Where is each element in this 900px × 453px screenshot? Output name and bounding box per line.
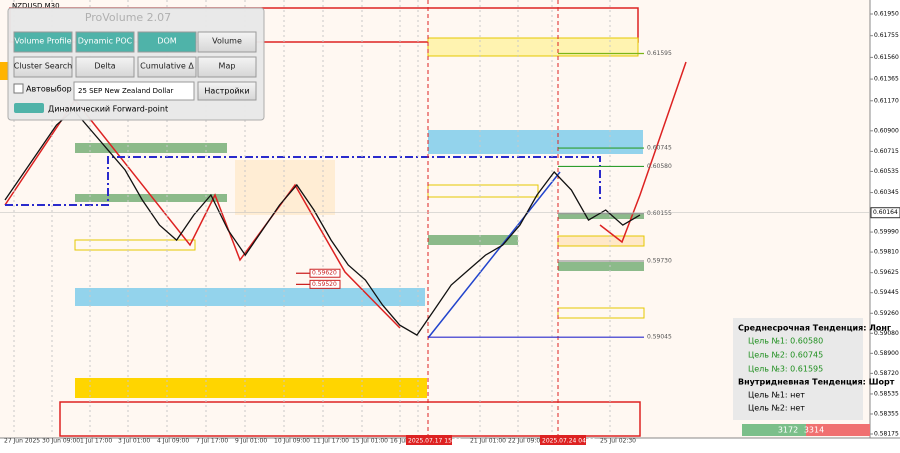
x-tick-label: 1 Jul 17:00 [80, 438, 112, 445]
level-label: 0.59045 [647, 334, 672, 341]
y-tick-label: 0.59445 [874, 289, 899, 296]
medium-trend: Среднесрочная Тенденция: Лонг [738, 324, 891, 333]
toggle[interactable] [14, 103, 44, 113]
x-tick-label: 2025.07.17 15:30 [408, 438, 462, 445]
panel-button-label[interactable]: Delta [94, 62, 115, 71]
panel-button[interactable] [197, 31, 257, 53]
panel-button[interactable] [75, 31, 135, 53]
panel-button-label[interactable]: Cumulative Δ [140, 62, 194, 71]
instrument[interactable]: 25 SEP New Zealand Dollar [78, 87, 174, 95]
settings-button[interactable] [197, 81, 257, 101]
x-label-highlight [540, 435, 586, 445]
panel-button[interactable] [13, 56, 73, 78]
y-tick-label: 0.59080 [874, 330, 899, 337]
x-tick-label: 27 Jun 2025 [4, 438, 40, 445]
x-tick-label: 11 Jul 17:00 [313, 438, 349, 445]
x-tick-label: 25 Jul 02:30 [600, 438, 636, 445]
current-price-box [870, 207, 900, 219]
y-tick-label: 0.58900 [874, 350, 899, 357]
axis-bg [870, 0, 900, 449]
target: Цель №2: нет [748, 404, 805, 413]
settings-label[interactable]: Настройки [204, 87, 249, 96]
x-tick-label: 2025.07.24 04:30 [542, 438, 596, 445]
target: Цель №2: 0.60745 [748, 351, 823, 360]
y-tick-label: 0.60900 [874, 127, 899, 134]
forward-label[interactable]: Динамический Forward-point [48, 105, 168, 114]
y-tick-label: 0.59810 [874, 249, 899, 256]
panel-button[interactable] [75, 56, 135, 78]
x-tick-label: 3 Jul 01:00 [118, 438, 150, 445]
level-label-box [309, 279, 341, 289]
level-label: 0.59620 [312, 270, 337, 277]
panel-button-label[interactable]: DOM [157, 37, 176, 46]
y-tick-label: 0.61560 [874, 54, 899, 61]
y-tick-label: 0.58535 [874, 390, 899, 397]
x-tick-label: 22 Jul 09:00 [508, 438, 544, 445]
y-tick-label: 0.59260 [874, 310, 899, 317]
x-tick-label: 15 Jul 01:00 [352, 438, 388, 445]
panel-title: ProVolume 2.07 [85, 11, 171, 24]
level-label: 0.59730 [647, 257, 672, 264]
instrument-select[interactable] [73, 81, 195, 101]
panel-button-label[interactable]: Cluster Search [14, 62, 72, 71]
info-box: Среднесрочная Тенденция: Лонг Цель №1: 0… [733, 318, 895, 435]
panel-button-label[interactable]: Dynamic POC [78, 37, 133, 46]
current-price: 0.60164 [873, 209, 898, 216]
level-label: 0.61595 [647, 50, 672, 57]
target: Цель №3: 0.61595 [748, 365, 823, 374]
price-line [4, 109, 641, 336]
level-label: 0.60580 [647, 163, 672, 170]
intraday-trend: Внутридневная Тенденция: Шорт [738, 378, 895, 387]
panel-button[interactable] [13, 31, 73, 53]
y-tick-label: 0.59990 [874, 229, 899, 236]
provolume-panel: ProVolume 2.07 Volume Profile Dynamic POC… [7, 7, 265, 121]
y-tick-label: 0.60715 [874, 148, 899, 155]
panel-button[interactable] [137, 56, 197, 78]
x-tick-label: 30 Jun 09:00 [42, 438, 80, 445]
target: Цель №1: 0.60580 [748, 337, 823, 346]
y-tick-label: 0.61365 [874, 76, 899, 83]
symbol: NZDUSD,M30 [12, 2, 60, 10]
x-tick-label: 21 Jul 01:00 [470, 438, 506, 445]
y-tick-label: 0.61755 [874, 32, 899, 39]
x-tick-label: 16 Jul [390, 438, 407, 445]
checkbox-label[interactable]: Автовыбор [26, 85, 72, 94]
vertical-grid [13, 0, 611, 434]
sell-volume: 3314 [804, 426, 824, 435]
y-tick-label: 0.58720 [874, 370, 899, 377]
level-label: 0.59520 [312, 281, 337, 288]
y-tick-label: 0.60535 [874, 168, 899, 175]
x-tick-label: 4 Jul 09:00 [157, 438, 189, 445]
x-tick-label: 7 Jul 17:00 [196, 438, 228, 445]
checkbox[interactable] [13, 83, 24, 94]
level-label: 0.60745 [647, 145, 672, 152]
y-tick-label: 0.59625 [874, 269, 899, 276]
panel-button[interactable] [197, 56, 257, 78]
panel-button-label[interactable]: Map [219, 62, 236, 71]
x-label-highlight [406, 435, 452, 445]
level-label-box [309, 268, 341, 278]
y-tick-label: 0.58355 [874, 410, 899, 417]
x-tick-label: 9 Jul 01:00 [235, 438, 267, 445]
y-tick-label: 0.60345 [874, 189, 899, 196]
y-tick-label: 0.61170 [874, 97, 899, 104]
panel-button[interactable] [137, 31, 197, 53]
level-label: 0.60155 [647, 210, 672, 217]
buy-volume: 3172 [778, 426, 798, 435]
y-tick-label: 0.61950 [874, 11, 899, 18]
panel-button-label[interactable]: Volume Profile [14, 37, 71, 46]
x-tick-label: 10 Jul 09:00 [274, 438, 310, 445]
panel-button-label[interactable]: Volume [212, 37, 242, 46]
target: Цель №1: нет [748, 391, 805, 400]
zones [0, 7, 870, 437]
y-tick-label: 0.58175 [874, 431, 899, 438]
